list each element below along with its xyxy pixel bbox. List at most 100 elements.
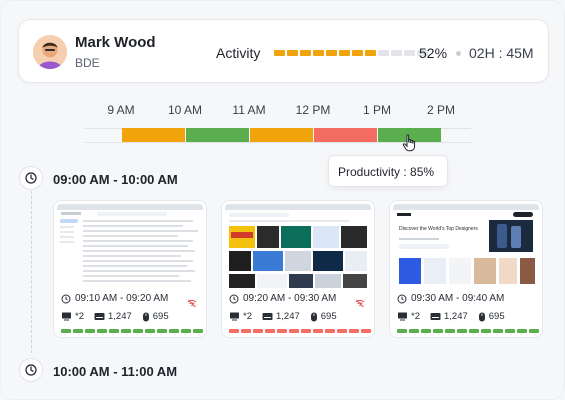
clock-icon [19, 358, 43, 382]
timeline-connector [31, 191, 32, 353]
activity-mini-bar [229, 329, 371, 333]
keyboard-icon [94, 313, 105, 320]
screenshot-card[interactable]: Discover the World's Top Designers 09:30… [389, 200, 543, 338]
mini-bar-cell [493, 329, 503, 333]
mini-bar-cell [337, 329, 347, 333]
mini-bar-cell [397, 329, 407, 333]
mini-bar-cell [169, 329, 179, 333]
activity-label: Activity [216, 45, 261, 61]
activity-bar-cell [365, 50, 376, 56]
time-range-heading: 09:00 AM - 10:00 AM [53, 172, 178, 187]
screenshot-stats: *2 1,247 695 [229, 311, 337, 322]
screenshot-time: 09:30 AM - 09:40 AM [397, 293, 504, 304]
timeline-segment[interactable] [378, 128, 441, 142]
activity-mini-bar [397, 329, 539, 333]
productivity-tooltip: Productivity : 85% [328, 155, 448, 187]
activity-bar [274, 50, 428, 56]
hour-label: 1 PM [362, 103, 392, 117]
mini-bar-cell [73, 329, 83, 333]
clock-icon [229, 294, 239, 303]
mini-bar-cell [469, 329, 479, 333]
screenshot-thumbnail[interactable]: Discover the World's Top Designers [393, 204, 539, 288]
mini-bar-cell [349, 329, 359, 333]
mini-bar-cell [277, 329, 287, 333]
separator-dot [456, 51, 461, 56]
user-card: Mark Wood BDE Activity 52% 02H : 45M [18, 19, 549, 83]
clicks-count: 695 [320, 311, 337, 322]
mini-bar-cell [529, 329, 539, 333]
activity-bar-cell [300, 50, 311, 56]
user-role: BDE [75, 56, 100, 70]
wifi-off-icon [187, 295, 197, 313]
screens-count: *2 [75, 311, 84, 322]
mini-bar-cell [481, 329, 491, 333]
activity-bar-cell [378, 50, 389, 56]
screenshot-time: 09:10 AM - 09:20 AM [61, 293, 168, 304]
screenshot-time-text: 09:30 AM - 09:40 AM [411, 293, 505, 304]
mouse-icon [142, 312, 149, 321]
monitor-icon [62, 312, 71, 321]
avatar [33, 35, 67, 69]
mini-bar-cell [457, 329, 467, 333]
mini-bar-cell [133, 329, 143, 333]
keystrokes-count: 1,247 [275, 311, 300, 322]
keyboard-icon [262, 313, 273, 320]
hour-label: 2 PM [426, 103, 456, 117]
clicks-count: 695 [488, 311, 505, 322]
mini-bar-cell [109, 329, 119, 333]
activity-bar-cell [313, 50, 324, 56]
mini-bar-cell [325, 329, 335, 333]
wifi-off-icon [355, 295, 365, 313]
mini-bar-cell [157, 329, 167, 333]
keystrokes-count: 1,247 [107, 311, 132, 322]
mini-bar-cell [505, 329, 515, 333]
keystrokes-count: 1,247 [443, 311, 468, 322]
activity-mini-bar [61, 329, 203, 333]
hour-label: 9 AM [107, 103, 135, 117]
timeline-axis-bottom [85, 142, 471, 143]
mini-bar-cell [97, 329, 107, 333]
user-name: Mark Wood [75, 34, 156, 51]
screenshot-thumbnail[interactable] [57, 204, 203, 288]
thumb-headline: Discover the World's Top Designers [399, 226, 478, 232]
screens-count: *2 [243, 311, 252, 322]
activity-bar-cell [417, 50, 428, 56]
timeline-segment[interactable] [250, 128, 313, 142]
activity-bar-cell [287, 50, 298, 56]
time-range-heading: 10:00 AM - 11:00 AM [53, 364, 178, 379]
timeline-segment[interactable] [186, 128, 249, 142]
keyboard-icon [430, 313, 441, 320]
mini-bar-cell [289, 329, 299, 333]
mini-bar-cell [265, 329, 275, 333]
hour-label: 10 AM [167, 103, 203, 117]
screenshot-time-text: 09:20 AM - 09:30 AM [243, 293, 337, 304]
mini-bar-cell [85, 329, 95, 333]
timeline-segment[interactable] [122, 128, 185, 142]
hand-cursor-icon [402, 134, 418, 157]
mini-bar-cell [409, 329, 419, 333]
hour-label: 11 AM [232, 103, 266, 117]
clock-icon [397, 294, 407, 303]
activity-bar-cell [352, 50, 363, 56]
screenshot-time-text: 09:10 AM - 09:20 AM [75, 293, 169, 304]
mini-bar-cell [433, 329, 443, 333]
activity-bar-cell [339, 50, 350, 56]
mini-bar-cell [517, 329, 527, 333]
mini-bar-cell [193, 329, 203, 333]
monitor-icon [398, 312, 407, 321]
activity-bar-cell [404, 50, 415, 56]
mini-bar-cell [61, 329, 71, 333]
mini-bar-cell [181, 329, 191, 333]
screenshot-card[interactable]: 09:20 AM - 09:30 AM *2 1,247 695 [221, 200, 375, 338]
timeline-segment[interactable] [314, 128, 377, 142]
screens-count: *2 [411, 311, 420, 322]
screenshot-card[interactable]: 09:10 AM - 09:20 AM *2 1,247 695 [53, 200, 207, 338]
activity-bar-cell [326, 50, 337, 56]
monitor-icon [230, 312, 239, 321]
mini-bar-cell [241, 329, 251, 333]
screenshot-time: 09:20 AM - 09:30 AM [229, 293, 336, 304]
hour-label: 12 PM [295, 103, 331, 117]
activity-bar-cell [391, 50, 402, 56]
screenshot-thumbnail[interactable] [225, 204, 371, 288]
